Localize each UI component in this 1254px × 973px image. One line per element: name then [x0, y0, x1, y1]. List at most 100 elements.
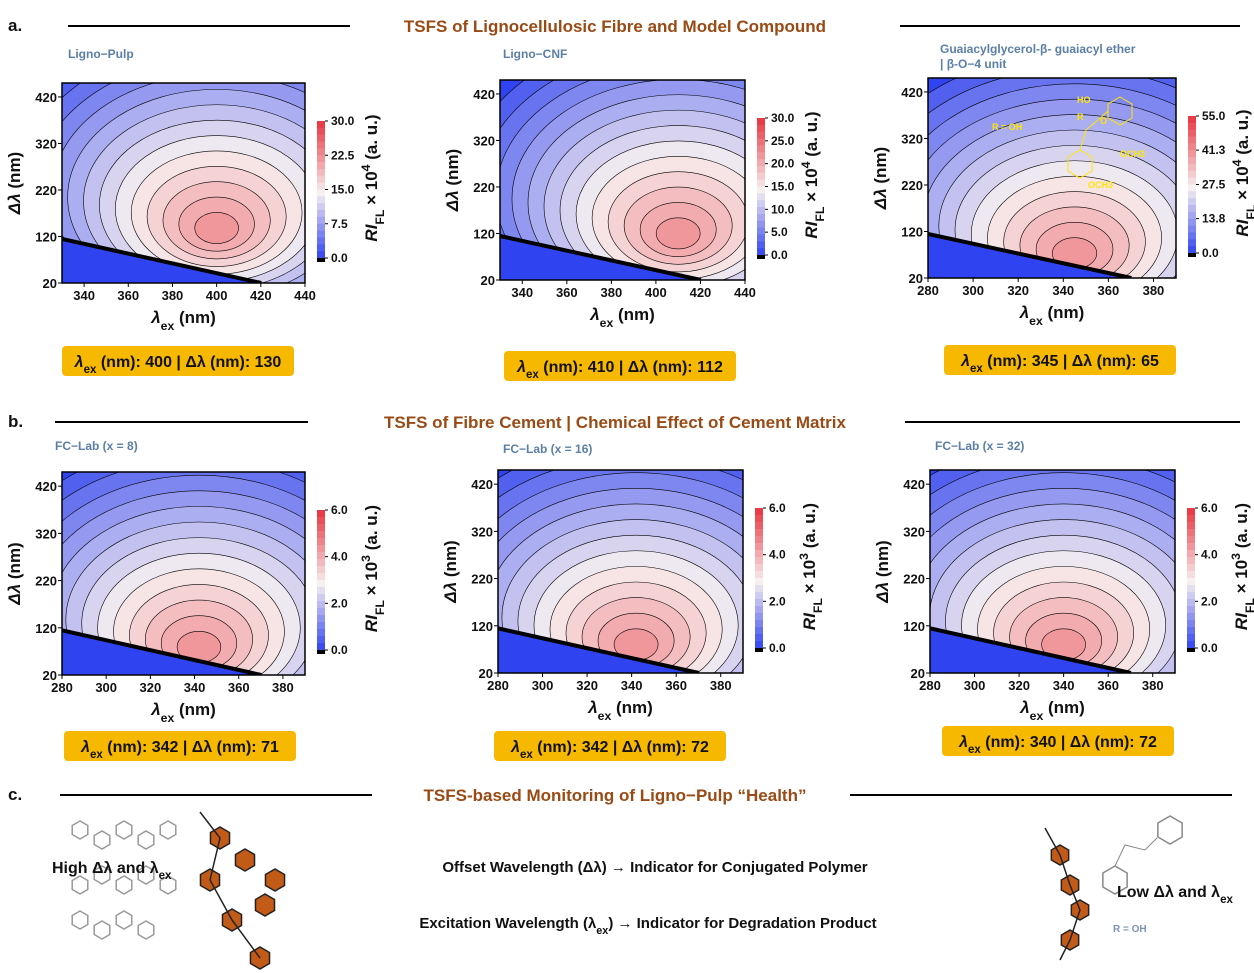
colorbar-cell [757, 138, 765, 146]
colorbar-zero [317, 258, 325, 262]
peak-label-part: ex [970, 363, 983, 375]
colorbar-cell [1188, 232, 1196, 240]
colorbar-cell [1188, 129, 1196, 138]
y-axis-label-part: Δλ [5, 193, 24, 215]
hexagon [254, 893, 276, 917]
colorbar-tick-label: 55.0 [1202, 109, 1226, 123]
colorbar-cell [757, 124, 765, 133]
colorbar-cell [1187, 550, 1195, 558]
peak-label-part: λ [80, 739, 90, 756]
colorbar-cell [755, 599, 763, 607]
colorbar-label-part: × 10 [800, 560, 819, 598]
colorbar-label-part: RI [362, 614, 381, 632]
peak-label-part: ex [84, 364, 97, 376]
colorbar-tick-label: 27.5 [1202, 178, 1226, 192]
colorbar-cell [1187, 529, 1195, 537]
x-axis-label-part: ex [1030, 709, 1044, 723]
colorbar-label-part: (a. u.) [1232, 503, 1251, 553]
colorbar-cell [1188, 205, 1196, 213]
y-axis-label: Δλ (nm) [443, 149, 462, 212]
panel-subtitle: | β-O−4 unit [940, 57, 1006, 71]
colorbar-cell [317, 552, 325, 560]
x-tick-label: 300 [964, 678, 986, 693]
hexagon [234, 848, 256, 872]
colorbar-tick-label: 6.0 [1201, 501, 1218, 515]
colorbar-cell [1188, 177, 1196, 185]
colorbar-cell [1187, 522, 1195, 530]
colorbar-cell [755, 620, 763, 628]
colorbar-tick-label: 0.0 [1202, 246, 1219, 260]
y-axis-label: Δλ (nm) [5, 152, 24, 215]
colorbar-cell [317, 244, 325, 252]
contour-area [930, 470, 1175, 673]
x-axis-label-part: λ [1019, 698, 1029, 717]
colorbar-label-part: FL [373, 600, 387, 615]
y-axis-label-part: Δλ [5, 584, 24, 606]
colorbar-cell [1188, 198, 1196, 206]
colorbar-cell [317, 636, 325, 644]
colorbar-label-part: 4 [799, 161, 813, 168]
colorbar-cell [317, 203, 325, 211]
colorbar-cell [1188, 163, 1196, 172]
colorbar-tick-label: 2.0 [1201, 594, 1218, 608]
x-tick-label: 340 [1052, 283, 1074, 298]
colorbar-tick-label: 7.5 [331, 217, 348, 231]
panel-subtitle: FC−Lab (x = 16) [503, 442, 592, 456]
y-axis-label-part: Δλ [441, 582, 460, 604]
colorbar-cell [317, 594, 325, 602]
peak-box [942, 726, 1174, 756]
colorbar-cell [1187, 557, 1195, 565]
y-tick-label: 320 [35, 136, 57, 151]
colorbar-label: RIFL × 103 (a. u.) [797, 503, 825, 630]
structure-bond [1114, 837, 1158, 867]
colorbar-zero [1188, 253, 1196, 257]
x-axis-label-part: λ [1019, 303, 1029, 322]
peak-label: λex (nm): 340 | Δλ (nm): 72 [958, 734, 1157, 756]
colorbar-tick-label: 4.0 [769, 548, 786, 562]
colorbar-cell [317, 531, 325, 539]
y-axis-label-part: (nm) [5, 152, 24, 194]
y-tick-label: 120 [901, 224, 923, 239]
colorbar-cell [317, 155, 325, 163]
plot-frame [61, 82, 306, 284]
x-tick-label: 360 [665, 678, 687, 693]
peak-label-part: λ [958, 734, 968, 751]
x-tick-label: 300 [962, 283, 984, 298]
section-label: a. [8, 16, 22, 35]
x-tick-label: 320 [1007, 283, 1029, 298]
colorbar-cell [1188, 184, 1196, 192]
colorbar-cell [1188, 143, 1196, 151]
colorbar-cell [1187, 564, 1195, 572]
hexagon [137, 920, 155, 940]
colorbar-cell [317, 643, 325, 651]
x-tick-label: 360 [228, 680, 250, 695]
colorbar-cell [1187, 592, 1195, 600]
colorbar-label-part: FL [1243, 598, 1254, 613]
colorbar-cell [757, 248, 765, 256]
peak-label: λex (nm): 342 | Δλ (nm): 72 [510, 739, 709, 761]
x-tick-label: 340 [511, 285, 533, 300]
peak-label-part: 410 [588, 359, 615, 376]
peak-label: λex (nm): 400 | Δλ (nm): 130 [74, 354, 282, 376]
colorbar-cell [1187, 508, 1195, 516]
colorbar-cell [757, 207, 765, 215]
colorbar-cell [317, 573, 325, 581]
colorbar-cell [757, 193, 765, 201]
colorbar-label-part: RI [362, 223, 381, 241]
structure-label: HO [1077, 95, 1091, 105]
x-axis-label-part: ex [598, 709, 612, 723]
x-tick-label: 380 [601, 285, 623, 300]
colorbar-cell [317, 251, 325, 259]
indicator-line-part: ) → Indicator for Degradation Product [608, 915, 876, 932]
y-tick-label: 20 [479, 666, 493, 681]
x-axis-label-part: λ [150, 308, 160, 327]
y-tick-label: 220 [35, 183, 57, 198]
colorbar-cell [757, 227, 765, 235]
x-tick-label: 360 [117, 288, 139, 303]
colorbar-label: RIFL × 104 (a. u.) [1230, 109, 1254, 236]
x-tick-label: 360 [1097, 678, 1119, 693]
colorbar-tick-label: 2.0 [331, 596, 348, 610]
x-tick-label: 380 [272, 680, 294, 695]
colorbar-cell [757, 200, 765, 208]
colorbar-cell [755, 564, 763, 572]
